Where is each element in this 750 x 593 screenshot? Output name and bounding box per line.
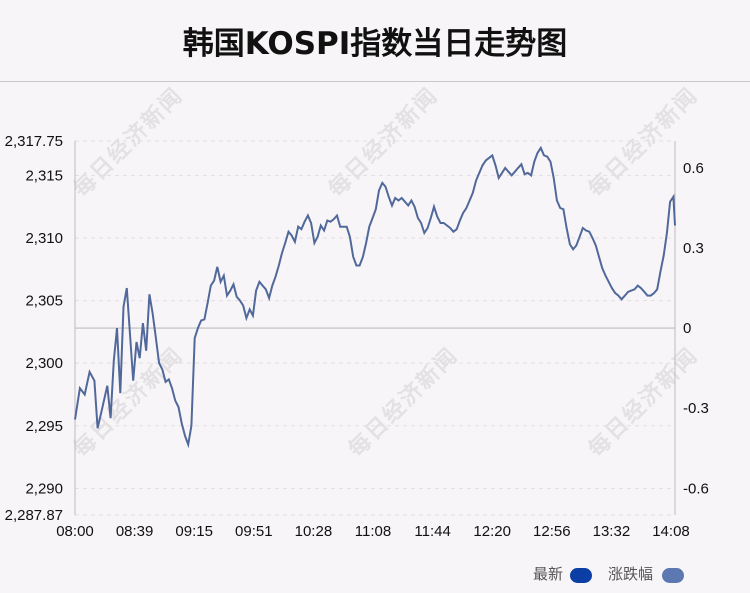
y-right-tick-label: 0.3 xyxy=(683,240,704,257)
left-axis-tick-labels: 2,317.75 2,315 2,310 2,305 2,300 2,295 2,290 2,… xyxy=(5,133,63,524)
x-tick-label: 12:20 xyxy=(473,523,511,540)
x-tick-label: 11:08 xyxy=(355,523,391,540)
legend-change-label: 涨跌幅 xyxy=(608,565,654,583)
y-left-tick-label: 2,305 xyxy=(25,293,63,310)
y-right-tick-label: -0.3 xyxy=(683,400,709,417)
y-right-tick-label: -0.6 xyxy=(683,480,709,497)
x-tick-label: 10:28 xyxy=(295,523,333,540)
y-left-tick-label: 2,300 xyxy=(25,355,63,372)
y-left-tick-label: 2,287.87 xyxy=(5,507,63,524)
legend-latest-label: 最新 xyxy=(533,565,564,583)
x-tick-label: 12:56 xyxy=(533,523,571,540)
chart-title: 韩国KOSPI指数当日走势图 xyxy=(182,26,568,62)
x-tick-label: 09:15 xyxy=(175,523,213,540)
y-left-tick-label: 2,315 xyxy=(25,167,63,184)
y-right-tick-label: 0 xyxy=(683,320,691,337)
y-left-tick-label: 2,290 xyxy=(25,480,63,497)
x-tick-label: 08:00 xyxy=(56,523,94,540)
x-tick-label: 13:32 xyxy=(593,523,631,540)
y-left-tick-label: 2,310 xyxy=(25,230,63,247)
y-left-tick-label: 2,295 xyxy=(25,418,63,435)
right-axis-tick-labels: 0.6 0.3 0 -0.3 -0.6 xyxy=(683,160,709,497)
x-tick-label: 14:08 xyxy=(652,523,690,540)
series-line-kospi xyxy=(74,145,676,449)
title-divider xyxy=(0,81,750,82)
y-left-tick-label: 2,317.75 xyxy=(5,133,63,150)
legend-change-swatch xyxy=(662,568,684,583)
grid-lines xyxy=(75,140,675,516)
x-axis-tick-labels: 08:00 08:39 09:15 09:51 10:28 11:08 11:44 12:20… xyxy=(56,523,690,540)
legend-latest-swatch xyxy=(570,568,592,583)
y-right-tick-label: 0.6 xyxy=(683,160,704,177)
x-tick-label: 09:51 xyxy=(235,523,273,540)
x-tick-label: 08:39 xyxy=(116,523,154,540)
x-tick-label: 11:44 xyxy=(414,523,450,540)
